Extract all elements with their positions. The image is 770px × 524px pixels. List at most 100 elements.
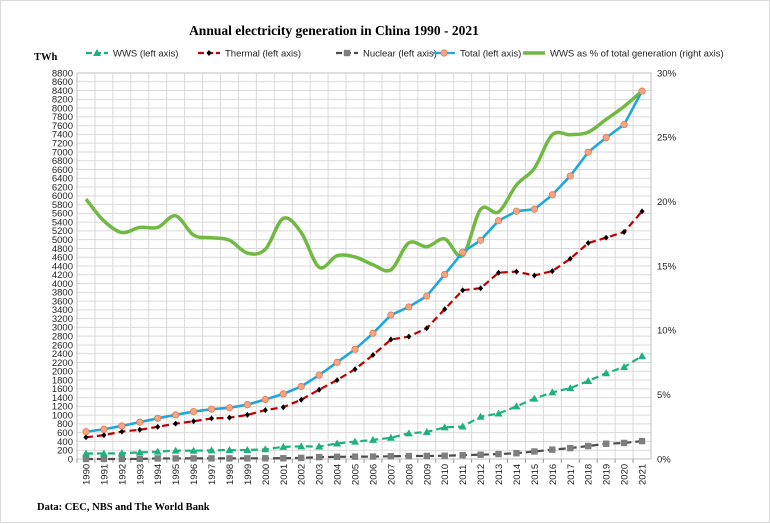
data-point xyxy=(406,333,412,340)
data-point xyxy=(477,451,484,458)
x-tick-label: 2003 xyxy=(315,464,326,485)
data-point xyxy=(334,377,340,384)
left-tick-label: 5200 xyxy=(52,226,73,237)
data-point xyxy=(351,345,359,353)
data-point xyxy=(442,306,448,313)
data-point xyxy=(530,394,539,402)
left-tick-label: 2400 xyxy=(52,349,73,360)
x-tick-label: 2011 xyxy=(458,465,469,485)
left-tick-label: 7000 xyxy=(52,147,73,158)
right-tick-label: 20% xyxy=(657,197,677,208)
data-point xyxy=(101,432,107,439)
x-tick-label: 1999 xyxy=(243,464,254,485)
data-point xyxy=(459,451,466,459)
data-point xyxy=(298,396,304,403)
legend-item-thermal-left-axis: Thermal (left axis) xyxy=(198,48,301,59)
data-point xyxy=(584,377,593,385)
data-point xyxy=(207,405,216,413)
data-point xyxy=(513,268,519,275)
data-point xyxy=(459,248,467,256)
data-point xyxy=(351,453,359,460)
series-line xyxy=(85,355,643,455)
data-point xyxy=(333,453,341,461)
data-point xyxy=(549,446,556,453)
left-tick-label: 3000 xyxy=(52,323,73,334)
data-point xyxy=(351,437,360,445)
data-point xyxy=(476,236,485,244)
data-point xyxy=(190,455,197,462)
data-point xyxy=(530,205,539,213)
x-tick-label: 2001 xyxy=(279,464,290,485)
left-tick-label: 5600 xyxy=(52,209,73,220)
right-tick-label: 0% xyxy=(657,454,671,465)
data-point xyxy=(81,449,90,457)
series-wws-as-of-total-generation-right-axis xyxy=(84,89,644,273)
data-point xyxy=(531,272,537,279)
data-point xyxy=(567,255,573,262)
x-tick-label: 2021 xyxy=(638,464,649,485)
data-point xyxy=(209,415,215,422)
data-point xyxy=(352,366,358,373)
data-point xyxy=(279,390,287,398)
x-tick-label: 2007 xyxy=(386,464,397,485)
data-point xyxy=(172,455,179,462)
data-point xyxy=(315,371,323,379)
data-point xyxy=(154,414,162,422)
data-point xyxy=(440,423,449,431)
x-tick-label: 2012 xyxy=(476,464,487,485)
data-point xyxy=(548,191,556,199)
x-tick-label: 2016 xyxy=(548,464,559,485)
gridlines xyxy=(76,72,652,460)
data-point xyxy=(225,404,234,412)
left-tick-label: 1400 xyxy=(52,393,73,404)
x-tick-label: 2004 xyxy=(333,464,344,485)
legend-label: Total (left axis) xyxy=(460,48,521,59)
left-tick-label: 6000 xyxy=(52,191,73,202)
data-point xyxy=(441,270,449,279)
data-point xyxy=(405,452,413,460)
left-tick-label: 7600 xyxy=(52,121,73,132)
data-point xyxy=(154,455,161,462)
data-point xyxy=(620,439,628,447)
left-tick-label: 3800 xyxy=(52,288,73,299)
left-tick-label: 5000 xyxy=(52,235,73,246)
data-point xyxy=(441,452,448,459)
data-point xyxy=(208,455,215,462)
data-point xyxy=(83,434,89,441)
data-point xyxy=(189,407,198,416)
data-point xyxy=(171,446,180,454)
left-tick-label: 1600 xyxy=(52,384,73,395)
left-tick-label: 4200 xyxy=(52,270,73,281)
series-line xyxy=(85,210,643,439)
x-tick-label: 2010 xyxy=(440,464,451,485)
data-point xyxy=(117,449,126,457)
left-axis-ticks: 0200400600800100012001400160018002000220… xyxy=(52,68,73,465)
data-point xyxy=(172,411,180,419)
left-tick-label: 3200 xyxy=(52,314,73,325)
right-axis-ticks: 0% 5% 10% 15% 20% 25% 30% xyxy=(657,68,677,465)
left-tick-label: 5800 xyxy=(52,200,73,211)
data-point xyxy=(315,453,323,461)
x-tick-label: 1996 xyxy=(189,464,200,485)
data-point xyxy=(386,433,395,441)
data-point xyxy=(118,455,126,463)
data-point xyxy=(173,420,179,427)
data-point xyxy=(512,207,521,215)
left-tick-label: 5400 xyxy=(52,217,73,228)
left-tick-label: 7800 xyxy=(52,112,73,123)
data-point xyxy=(369,453,377,460)
data-point xyxy=(639,208,645,215)
x-tick-label: 2017 xyxy=(566,464,577,485)
data-point xyxy=(226,414,232,421)
data-point xyxy=(316,386,322,393)
left-tick-label: 6800 xyxy=(52,156,73,167)
data-point xyxy=(191,418,197,425)
data-point xyxy=(370,352,376,359)
left-tick-label: 1000 xyxy=(52,410,73,421)
left-tick-label: 200 xyxy=(57,446,73,457)
legend: WWS (left axis) Thermal (left axis) Nuclea… xyxy=(86,48,724,59)
left-tick-label: 6600 xyxy=(52,165,73,176)
left-tick-label: 7400 xyxy=(52,130,73,141)
data-point xyxy=(638,352,647,360)
